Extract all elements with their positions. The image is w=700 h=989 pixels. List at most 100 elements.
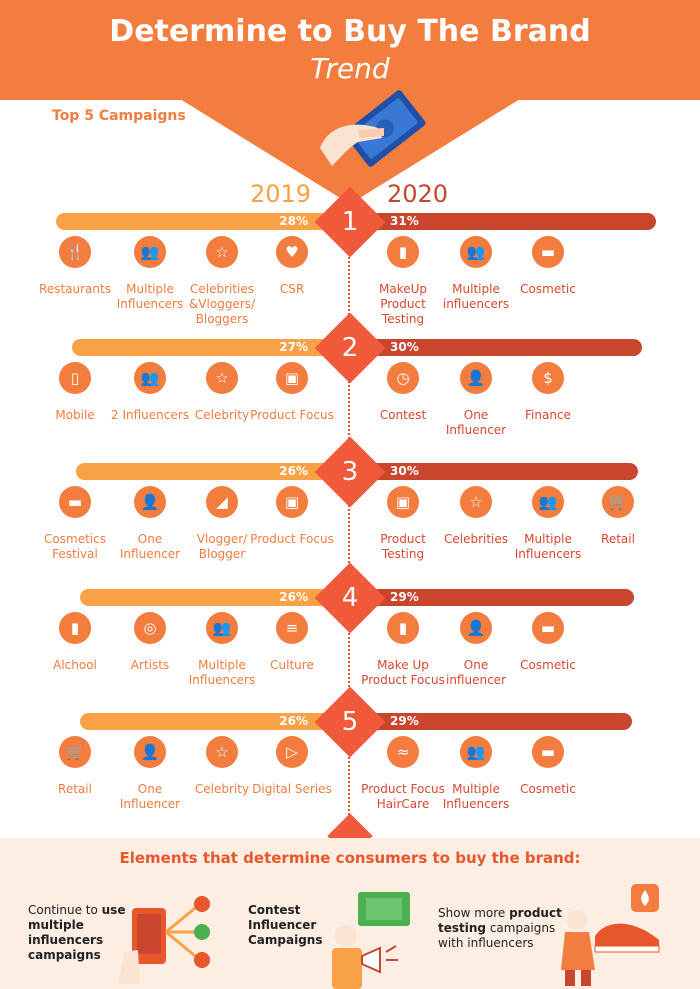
contest-megaphone-illustration (332, 892, 410, 989)
rank-5-2020-item-2-label: Multiple Influencers (442, 782, 510, 811)
rank-4-pct-2019: 26% (279, 590, 308, 604)
rank-5-2019-item-4-label: Digital Series (252, 782, 332, 796)
rank-2-2020-item-2-label: One Influencer (445, 408, 507, 437)
hair-icon: ≈ (387, 736, 419, 768)
box-icon: ▣ (276, 362, 308, 394)
rank-2-2019-item-4-label: Product Focus (250, 408, 334, 422)
lipstick-icon: ▮ (387, 236, 419, 268)
rank-4-2019-item-4-label: Culture (270, 658, 314, 672)
rank-1-2019-item-2-label: Multiple Influencers (116, 282, 184, 311)
element-3-text: Show more product testing campaigns with… (438, 906, 568, 951)
two-people-icon: 👥 (134, 362, 166, 394)
person-icon: 👤 (460, 362, 492, 394)
group-icon: 👥 (134, 236, 166, 268)
page-subtitle: Trend (310, 52, 390, 85)
group-icon: 👥 (460, 736, 492, 768)
rank-2-2019-item-3-label: Celebrity (194, 408, 250, 422)
element-2-text: Contest Influencer Campaigns (248, 903, 338, 948)
rank-4-2019-item-3-label: Multiple Influencers (188, 658, 256, 687)
rank-5-bar-2019 (80, 713, 326, 730)
header-banner (0, 0, 700, 100)
rank-4-number: 4 (341, 583, 359, 613)
group-icon: 👥 (532, 486, 564, 518)
rank-1-2019-item-4-label: CSR (279, 282, 305, 296)
bottle-icon: ▮ (59, 612, 91, 644)
rank-3-2020-item-1-label: Product Testing (380, 532, 426, 561)
element-1-bold: use multiple influencers campaigns (28, 903, 126, 962)
money-bag-icon: $ (532, 362, 564, 394)
rank-1-2020-item-1-label: MakeUp Product Testing (378, 282, 427, 326)
rank-5-2019-item-3-label: Celebrity (194, 782, 250, 796)
rank-4-bar-2019 (80, 589, 326, 606)
rank-4-2019-item-1-label: Alchool (53, 658, 97, 672)
box-icon: ▣ (387, 486, 419, 518)
rank-5-number: 5 (341, 707, 359, 737)
rank-4-pct-2020: 29% (390, 590, 419, 604)
element-2-bold: Contest Influencer Campaigns (248, 903, 323, 947)
rank-3-2019-item-1-label: Cosmetics Festival (44, 532, 106, 561)
rank-1-bar-2019 (56, 213, 326, 230)
lipstick-icon: ▮ (387, 612, 419, 644)
rank-2-number: 2 (341, 333, 359, 363)
rank-3-2020-item-4-label: Retail (601, 532, 635, 546)
heart-icon: ♥ (276, 236, 308, 268)
rank-4-2019-item-2-label: Artists (130, 658, 170, 672)
header-chevron (180, 99, 520, 204)
cosmetic-icon: ▬ (532, 736, 564, 768)
rank-1-bar-2020 (374, 213, 656, 230)
rank-4-2020-item-3-label: Cosmetic (520, 658, 576, 672)
rank-2-pct-2019: 27% (279, 340, 308, 354)
element-3-pre: Show more (438, 906, 510, 920)
palette-icon: ◎ (134, 612, 166, 644)
person-icon: 👤 (134, 486, 166, 518)
rank-3-2019-item-2-label: One Influencer (119, 532, 181, 561)
rank-5-2020-item-1-label: Product Focus HairCare (361, 782, 445, 811)
rank-1-2020-item-2-label: Multiple influencers (442, 282, 510, 311)
star-icon: ☆ (206, 736, 238, 768)
cosmetic-icon: ▬ (59, 486, 91, 518)
element-1-text: Continue to use multiple influencers cam… (28, 903, 128, 963)
year-2019: 2019 (250, 180, 312, 208)
rank-5-bar-2020 (374, 713, 632, 730)
rank-1-pct-2020: 31% (390, 214, 419, 228)
presenter-icon: ◢ (206, 486, 238, 518)
rank-5-2020-item-3-label: Cosmetic (520, 782, 576, 796)
year-2020: 2020 (387, 180, 449, 208)
play-icon: ▷ (276, 736, 308, 768)
page-title: Determine to Buy The Brand (109, 14, 591, 49)
element-1-pre: Continue to (28, 903, 102, 917)
cart-icon: 🛒 (602, 486, 634, 518)
section-label: Top 5 Campaigns (52, 108, 186, 124)
rank-3-pct-2019: 26% (279, 464, 308, 478)
rank-3-2019-item-3-label: Vlogger/ Blogger (196, 532, 248, 561)
rank-4-2020-item-1-label: Make Up Product Focus (361, 658, 445, 687)
stopwatch-icon: ◷ (387, 362, 419, 394)
bottom-title: Elements that determine consumers to buy… (119, 849, 581, 867)
element-3-bold: product testing (438, 906, 562, 935)
rank-2-pct-2020: 30% (390, 340, 419, 354)
cosmetic-icon: ▬ (532, 612, 564, 644)
rank-5-pct-2019: 26% (279, 714, 308, 728)
rank-2-2019-item-2-label: 2 Influencers (111, 408, 189, 422)
rank-2-bar-2020 (374, 339, 642, 356)
rank-2-2020-item-1-label: Contest (379, 408, 427, 422)
hand-money-illustration (320, 90, 426, 167)
group-icon: 👥 (206, 612, 238, 644)
rank-3-bar-2019 (76, 463, 326, 480)
rank-3-2020-item-3-label: Multiple Influencers (514, 532, 582, 561)
rank-3-2019-item-4-label: Product Focus (250, 532, 334, 546)
element-3-post: campaigns with influencers (438, 921, 556, 950)
rank-4-2020-item-2-label: One influencer (445, 658, 506, 687)
person-icon: 👤 (460, 612, 492, 644)
rank-2-2020-item-3-label: Finance (525, 408, 571, 422)
star-icon: ☆ (460, 486, 492, 518)
star-icon: ☆ (206, 236, 238, 268)
rank-5-2019-item-1-label: Retail (58, 782, 92, 796)
cosmetic-icon: ▬ (532, 236, 564, 268)
rank-1-pct-2019: 28% (279, 214, 308, 228)
mobile-icon: ▯ (59, 362, 91, 394)
pillar-icon: ≡ (276, 612, 308, 644)
star-icon: ☆ (206, 362, 238, 394)
rank-1-number: 1 (341, 207, 359, 237)
rank-1-2019-item-1-label: Restaurants (39, 282, 111, 296)
